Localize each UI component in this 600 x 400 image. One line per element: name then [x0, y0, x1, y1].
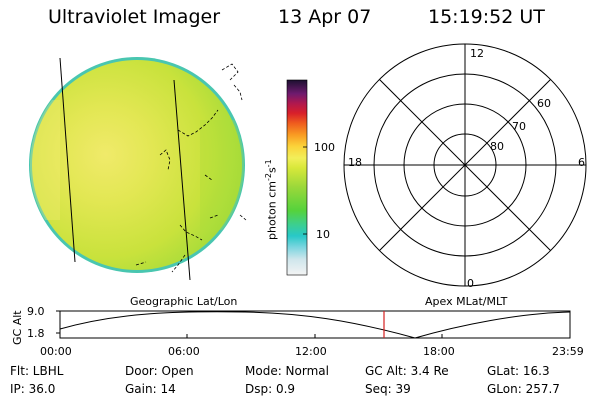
mlt-label-12: 12 — [470, 47, 484, 60]
lat-label-60: 60 — [537, 97, 551, 110]
date-label: 13 Apr 07 — [278, 6, 372, 28]
longitude-line — [59, 57, 76, 263]
orbit-xtick: 00:00 — [40, 345, 72, 358]
uv-image-disk — [29, 57, 247, 281]
filter-status: Flt: LBHL — [10, 364, 64, 378]
polar-plot — [343, 43, 587, 287]
mlt-label-0: 0 — [467, 277, 474, 290]
glat-status: GLat: 16.3 — [487, 364, 550, 378]
orbit-plot — [56, 310, 571, 339]
orbit-left-label: Geographic Lat/Lon — [130, 295, 238, 308]
mlt-label-18: 18 — [348, 156, 362, 169]
orbit-ytick-9: 9.0 — [27, 305, 45, 318]
coastlines — [135, 63, 247, 273]
ip-status: IP: 36.0 — [10, 382, 56, 396]
orbit-ytick-1: 1.8 — [27, 327, 45, 340]
lat-label-70: 70 — [512, 120, 526, 133]
altitude-curve — [59, 311, 571, 339]
lat-label-80: 80 — [490, 140, 504, 153]
longitude-line — [173, 79, 191, 281]
gc-alt-status: GC Alt: 3.4 Re — [365, 364, 449, 378]
colorbar — [287, 80, 307, 275]
colorbar-label-100: 100 — [314, 141, 335, 154]
orbit-xtick: 12:00 — [295, 345, 327, 358]
dsp-status: Dsp: 0.9 — [245, 382, 296, 396]
instrument-title: Ultraviolet Imager — [48, 6, 221, 28]
time-label: 15:19:52 UT — [428, 6, 545, 28]
seq-status: Seq: 39 — [365, 382, 411, 396]
glon-status: GLon: 257.7 — [487, 382, 560, 396]
orbit-right-label: Apex MLat/MLT — [425, 295, 508, 308]
mode-status: Mode: Normal — [245, 364, 329, 378]
orbit-xtick: 06:00 — [168, 345, 200, 358]
mlt-label-6: 6 — [578, 156, 585, 169]
colorbar-label-10: 10 — [316, 228, 330, 241]
orbit-xtick: 23:59 — [552, 345, 584, 358]
door-status: Door: Open — [125, 364, 194, 378]
colorbar-unit: photon cm-2s-1 — [264, 159, 279, 240]
gain-status: Gain: 14 — [125, 382, 176, 396]
orbit-ylabel: GC Alt — [11, 310, 24, 345]
orbit-xtick: 18:00 — [423, 345, 455, 358]
